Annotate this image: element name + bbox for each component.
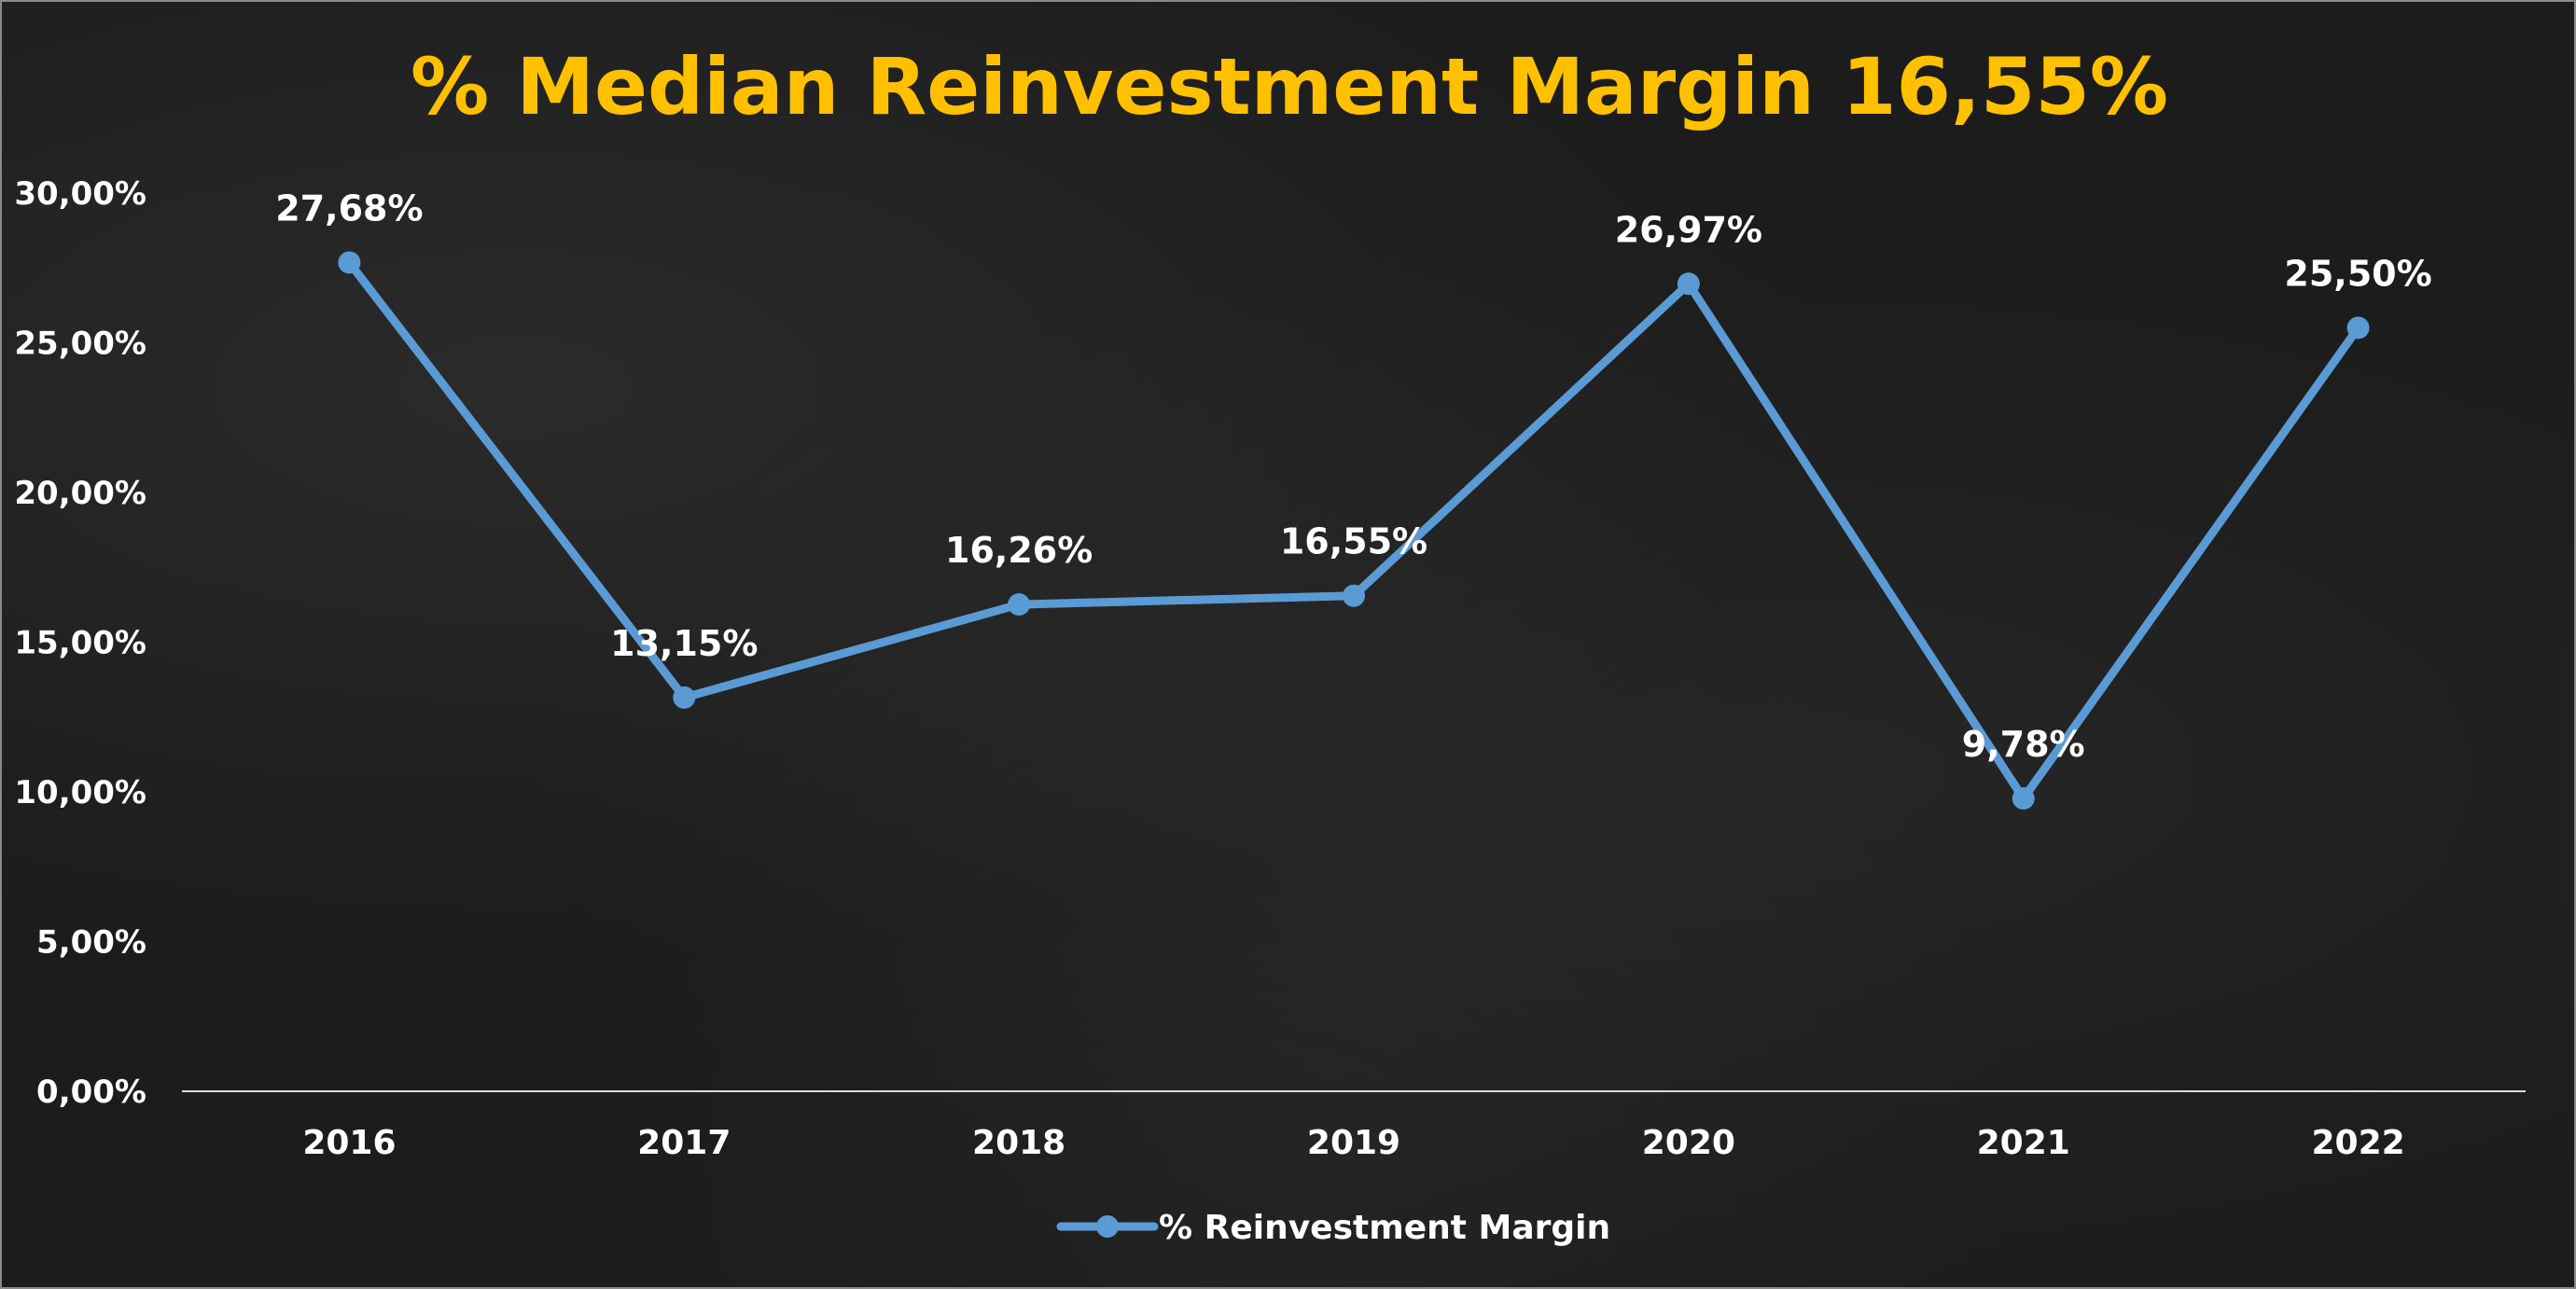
legend-marker-swatch bbox=[1096, 1215, 1119, 1238]
legend-label: % Reinvestment Margin bbox=[1159, 1209, 1610, 1247]
y-tick-label: 10,00% bbox=[14, 774, 146, 811]
legend: % Reinvestment Margin bbox=[1056, 1209, 1610, 1247]
x-category-label: 2021 bbox=[1977, 1124, 2070, 1162]
data-point-marker bbox=[673, 686, 696, 709]
y-tick-label: 30,00% bbox=[14, 175, 146, 213]
data-label: 16,55% bbox=[1280, 521, 1427, 562]
x-category-label: 2019 bbox=[1307, 1124, 1400, 1162]
y-tick-label: 15,00% bbox=[14, 625, 146, 662]
x-category-label: 2022 bbox=[2311, 1124, 2404, 1162]
data-point-marker bbox=[1343, 584, 1365, 607]
x-category-label: 2017 bbox=[637, 1124, 731, 1162]
data-labels: 27,68% 13,15% 16,26% 16,55% 26,97% 9,78% 25,50… bbox=[275, 187, 2431, 765]
series-markers bbox=[338, 251, 2370, 811]
data-point-marker bbox=[1677, 272, 1700, 296]
data-label: 16,26% bbox=[945, 530, 1093, 571]
chart-title: % Median Reinvestment Margin 16,55% bbox=[411, 41, 2168, 132]
data-label: 26,97% bbox=[1615, 209, 1762, 250]
data-label: 27,68% bbox=[275, 187, 423, 229]
data-label: 25,50% bbox=[2284, 253, 2431, 294]
data-point-marker bbox=[1008, 593, 1031, 617]
y-tick-label: 5,00% bbox=[36, 924, 146, 962]
data-point-marker bbox=[2012, 787, 2035, 811]
data-point-marker bbox=[2346, 316, 2370, 340]
x-axis-categories: 2016 2017 2018 2019 2020 2021 2022 bbox=[302, 1124, 2404, 1162]
x-category-label: 2016 bbox=[302, 1124, 396, 1162]
x-category-label: 2018 bbox=[972, 1124, 1065, 1162]
y-tick-label: 25,00% bbox=[14, 326, 146, 363]
y-tick-label: 0,00% bbox=[36, 1074, 146, 1111]
data-point-marker bbox=[338, 251, 361, 274]
data-label: 9,78% bbox=[1962, 724, 2085, 765]
x-category-label: 2020 bbox=[1642, 1124, 1735, 1162]
y-axis-ticks: 0,00% 5,00% 10,00% 15,00% 20,00% 25,00% 30,00% bbox=[14, 175, 146, 1111]
y-tick-label: 20,00% bbox=[14, 475, 146, 512]
data-label: 13,15% bbox=[610, 623, 758, 664]
